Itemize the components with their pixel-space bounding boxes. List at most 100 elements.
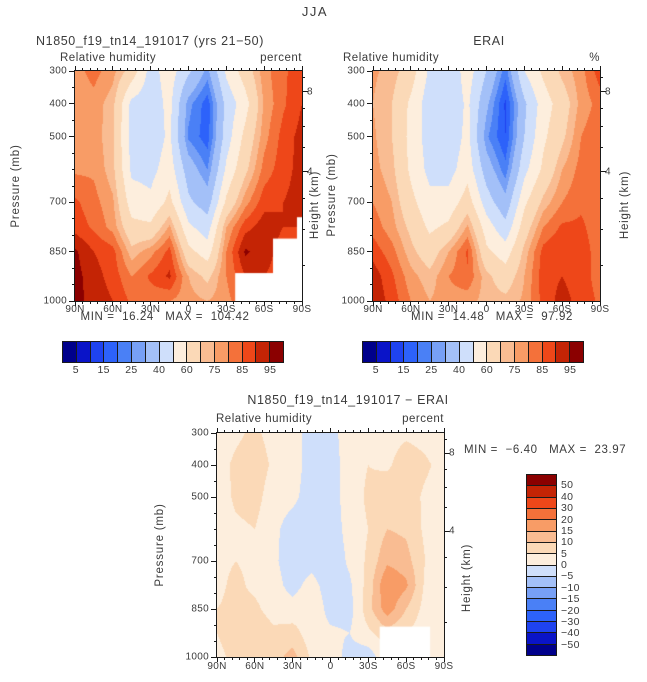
colorbar-cell	[527, 621, 556, 633]
subtitle-row: Relative humidity percent	[60, 52, 302, 64]
y-axis-tick	[367, 70, 373, 72]
y-axis-minor-tick	[214, 480, 217, 482]
height-axis-tick	[444, 621, 447, 623]
x-axis-tick-top	[440, 68, 442, 71]
height-axis-label: Height (km)	[461, 543, 473, 613]
x-axis-tick	[367, 657, 369, 662]
x-axis-tick	[448, 301, 450, 306]
x-tick-label: 60N	[103, 304, 123, 315]
x-axis-tick	[322, 657, 324, 660]
subtitle-left: Relative humidity	[60, 52, 157, 64]
colorbar-cell	[541, 342, 556, 362]
x-axis-tick	[330, 657, 331, 662]
colorbar-tick-label: −5	[561, 570, 574, 583]
x-axis-tick	[89, 301, 91, 304]
y-axis-minor-tick	[214, 624, 217, 626]
y-axis-minor-tick	[370, 218, 373, 220]
x-axis-tick	[501, 301, 503, 304]
height-axis-label: Height (km)	[619, 170, 631, 240]
x-axis-tick	[569, 301, 571, 304]
x-axis-tick-top	[501, 68, 503, 71]
x-axis-tick-top	[425, 68, 427, 71]
x-tick-label: 0	[483, 304, 490, 315]
height-axis-label: Height (km)	[309, 170, 321, 240]
x-axis-tick-top	[188, 66, 189, 71]
colorbar-tick-label: 60	[180, 364, 194, 376]
x-axis-tick-top	[97, 68, 99, 71]
height-axis-tick	[444, 468, 447, 470]
colorbar-tick-label: −40	[561, 627, 580, 640]
x-axis-tick-top	[584, 68, 586, 71]
x-axis-tick	[463, 301, 465, 304]
x-axis-tick	[195, 301, 197, 304]
y-axis-minor-tick	[72, 152, 75, 154]
colorbar-tick-label: −15	[561, 593, 580, 606]
y-tick-label: 1000	[185, 651, 209, 663]
colorbar-cell	[458, 342, 473, 362]
x-axis-tick-top	[493, 68, 495, 71]
x-axis-tick	[584, 301, 586, 304]
y-axis-tick	[367, 103, 373, 105]
colorbar-cell	[527, 342, 542, 362]
height-axis-tick	[600, 126, 603, 128]
height-tick-label: 4	[307, 166, 313, 178]
x-axis-tick	[246, 657, 248, 660]
y-axis-tick	[69, 70, 75, 72]
colorbar-tick-label: 75	[208, 364, 221, 376]
colorbar-tick-label: 30	[561, 502, 574, 515]
x-axis-tick-top	[112, 66, 114, 71]
y-axis-tick	[367, 300, 373, 302]
x-axis-tick-top	[278, 68, 280, 71]
colorbar-cell	[555, 342, 570, 362]
x-axis-tick-top	[231, 430, 233, 433]
x-axis-tick	[405, 657, 407, 662]
panel-title: N1850_f19_tn14_191017 (yrs 21−50)	[36, 34, 264, 48]
x-axis-tick-top	[395, 68, 397, 71]
x-axis-tick	[301, 301, 303, 306]
subtitle-right: percent	[402, 413, 444, 425]
colorbar-cell	[527, 609, 556, 622]
colorbar-tick-label: 85	[536, 364, 549, 376]
x-axis-tick-top	[554, 68, 556, 71]
x-axis-tick-top	[233, 68, 235, 71]
height-axis-tick	[302, 198, 305, 200]
y-tick-label: 850	[347, 246, 365, 258]
colorbar-tick-label: 85	[236, 364, 249, 376]
height-tick-label: 8	[307, 86, 313, 98]
x-axis-tick	[395, 301, 397, 304]
x-axis-tick-top	[314, 430, 316, 433]
min-max-stats: MIN = −6.40 MAX = 23.97	[464, 444, 627, 456]
x-axis-tick-top	[569, 68, 571, 71]
y-tick-label: 850	[191, 603, 209, 615]
x-axis-tick	[127, 301, 129, 304]
x-axis-tick-top	[293, 68, 295, 71]
x-axis-tick-top	[463, 68, 465, 71]
colorbar-cell	[513, 342, 528, 362]
y-axis-minor-tick	[370, 86, 373, 88]
x-tick-label: 0	[185, 304, 192, 315]
x-axis-tick	[387, 301, 389, 304]
y-tick-label: 500	[347, 131, 365, 143]
x-axis-tick-top	[413, 430, 415, 433]
x-axis-tick	[150, 301, 152, 306]
contour-plot-1	[373, 71, 600, 301]
x-axis-tick	[531, 301, 533, 304]
x-axis-tick	[82, 301, 84, 304]
x-axis-tick-top	[516, 68, 518, 71]
y-axis-tick	[367, 201, 373, 203]
x-axis-tick-top	[390, 430, 392, 433]
x-axis-tick	[516, 301, 518, 304]
y-axis-tick	[367, 136, 373, 138]
x-axis-tick	[240, 301, 242, 304]
x-axis-tick	[360, 657, 362, 660]
colorbar-tick-label: 5	[72, 364, 79, 376]
height-axis-tick	[600, 264, 603, 266]
y-axis-minor-tick	[370, 234, 373, 236]
x-axis-tick	[261, 657, 263, 660]
height-axis-tick	[302, 171, 308, 173]
x-axis-tick	[104, 301, 106, 304]
x-tick-label: 30N	[283, 661, 303, 672]
x-axis-tick-top	[352, 430, 354, 433]
y-axis-minor-tick	[214, 512, 217, 514]
x-axis-tick	[345, 657, 347, 660]
